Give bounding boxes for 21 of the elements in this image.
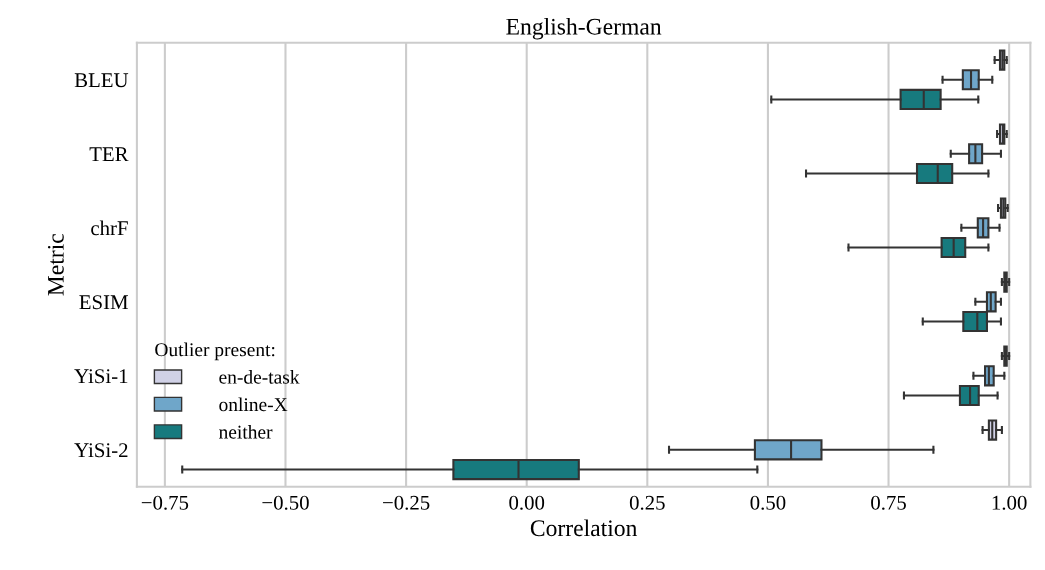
legend-title: Outlier present: [155,342,275,361]
legend-label: en-de-task [219,370,300,384]
chart-title: English-German [506,18,662,40]
y-tick-label: YiSi-1 [74,369,128,384]
x-tick-label: 1.00 [992,495,1027,510]
y-tick-label: BLEU [74,73,129,88]
legend-label: online-X [219,397,288,412]
y-tick-label: chrF [91,220,128,236]
x-tick-label: −0.25 [383,495,430,510]
y-axis-title: Metric [47,234,64,296]
y-tick-label: YiSi-2 [74,443,128,458]
y-tick-label: TER [89,147,129,161]
x-tick-label: 0.00 [509,495,545,510]
y-tick-label: ESIM [79,295,128,310]
legend-label: neither [219,425,273,439]
x-tick-label: −0.75 [141,495,189,510]
x-axis-title: Correlation [530,519,638,537]
x-tick-label: 0.25 [629,495,665,510]
x-tick-label: 0.50 [750,495,786,510]
x-tick-label: −0.50 [262,495,309,510]
x-tick-label: 0.75 [871,495,906,510]
